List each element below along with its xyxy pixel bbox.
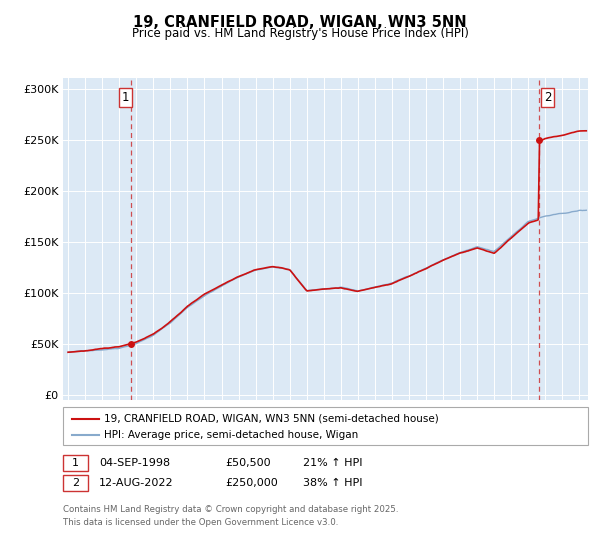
Text: HPI: Average price, semi-detached house, Wigan: HPI: Average price, semi-detached house,… <box>104 430 358 440</box>
Text: 21% ↑ HPI: 21% ↑ HPI <box>303 458 362 468</box>
Text: 38% ↑ HPI: 38% ↑ HPI <box>303 478 362 488</box>
Text: 19, CRANFIELD ROAD, WIGAN, WN3 5NN (semi-detached house): 19, CRANFIELD ROAD, WIGAN, WN3 5NN (semi… <box>104 413 439 423</box>
Text: 19, CRANFIELD ROAD, WIGAN, WN3 5NN: 19, CRANFIELD ROAD, WIGAN, WN3 5NN <box>133 15 467 30</box>
Text: 12-AUG-2022: 12-AUG-2022 <box>99 478 173 488</box>
Text: Price paid vs. HM Land Registry's House Price Index (HPI): Price paid vs. HM Land Registry's House … <box>131 27 469 40</box>
Text: 1: 1 <box>122 91 130 104</box>
Text: £50,500: £50,500 <box>225 458 271 468</box>
Text: 2: 2 <box>72 478 79 488</box>
Text: 2: 2 <box>544 91 551 104</box>
Text: 04-SEP-1998: 04-SEP-1998 <box>99 458 170 468</box>
Text: £250,000: £250,000 <box>225 478 278 488</box>
Text: Contains HM Land Registry data © Crown copyright and database right 2025.
This d: Contains HM Land Registry data © Crown c… <box>63 505 398 526</box>
Text: 1: 1 <box>72 458 79 468</box>
